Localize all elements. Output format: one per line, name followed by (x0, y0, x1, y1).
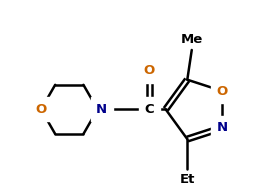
Text: N: N (217, 121, 228, 134)
Text: C: C (144, 103, 154, 116)
Text: Et: Et (180, 173, 195, 186)
Text: Me: Me (180, 33, 203, 45)
Text: N: N (96, 103, 107, 116)
Text: O: O (36, 103, 47, 116)
Text: O: O (217, 85, 228, 98)
Text: O: O (144, 64, 155, 77)
